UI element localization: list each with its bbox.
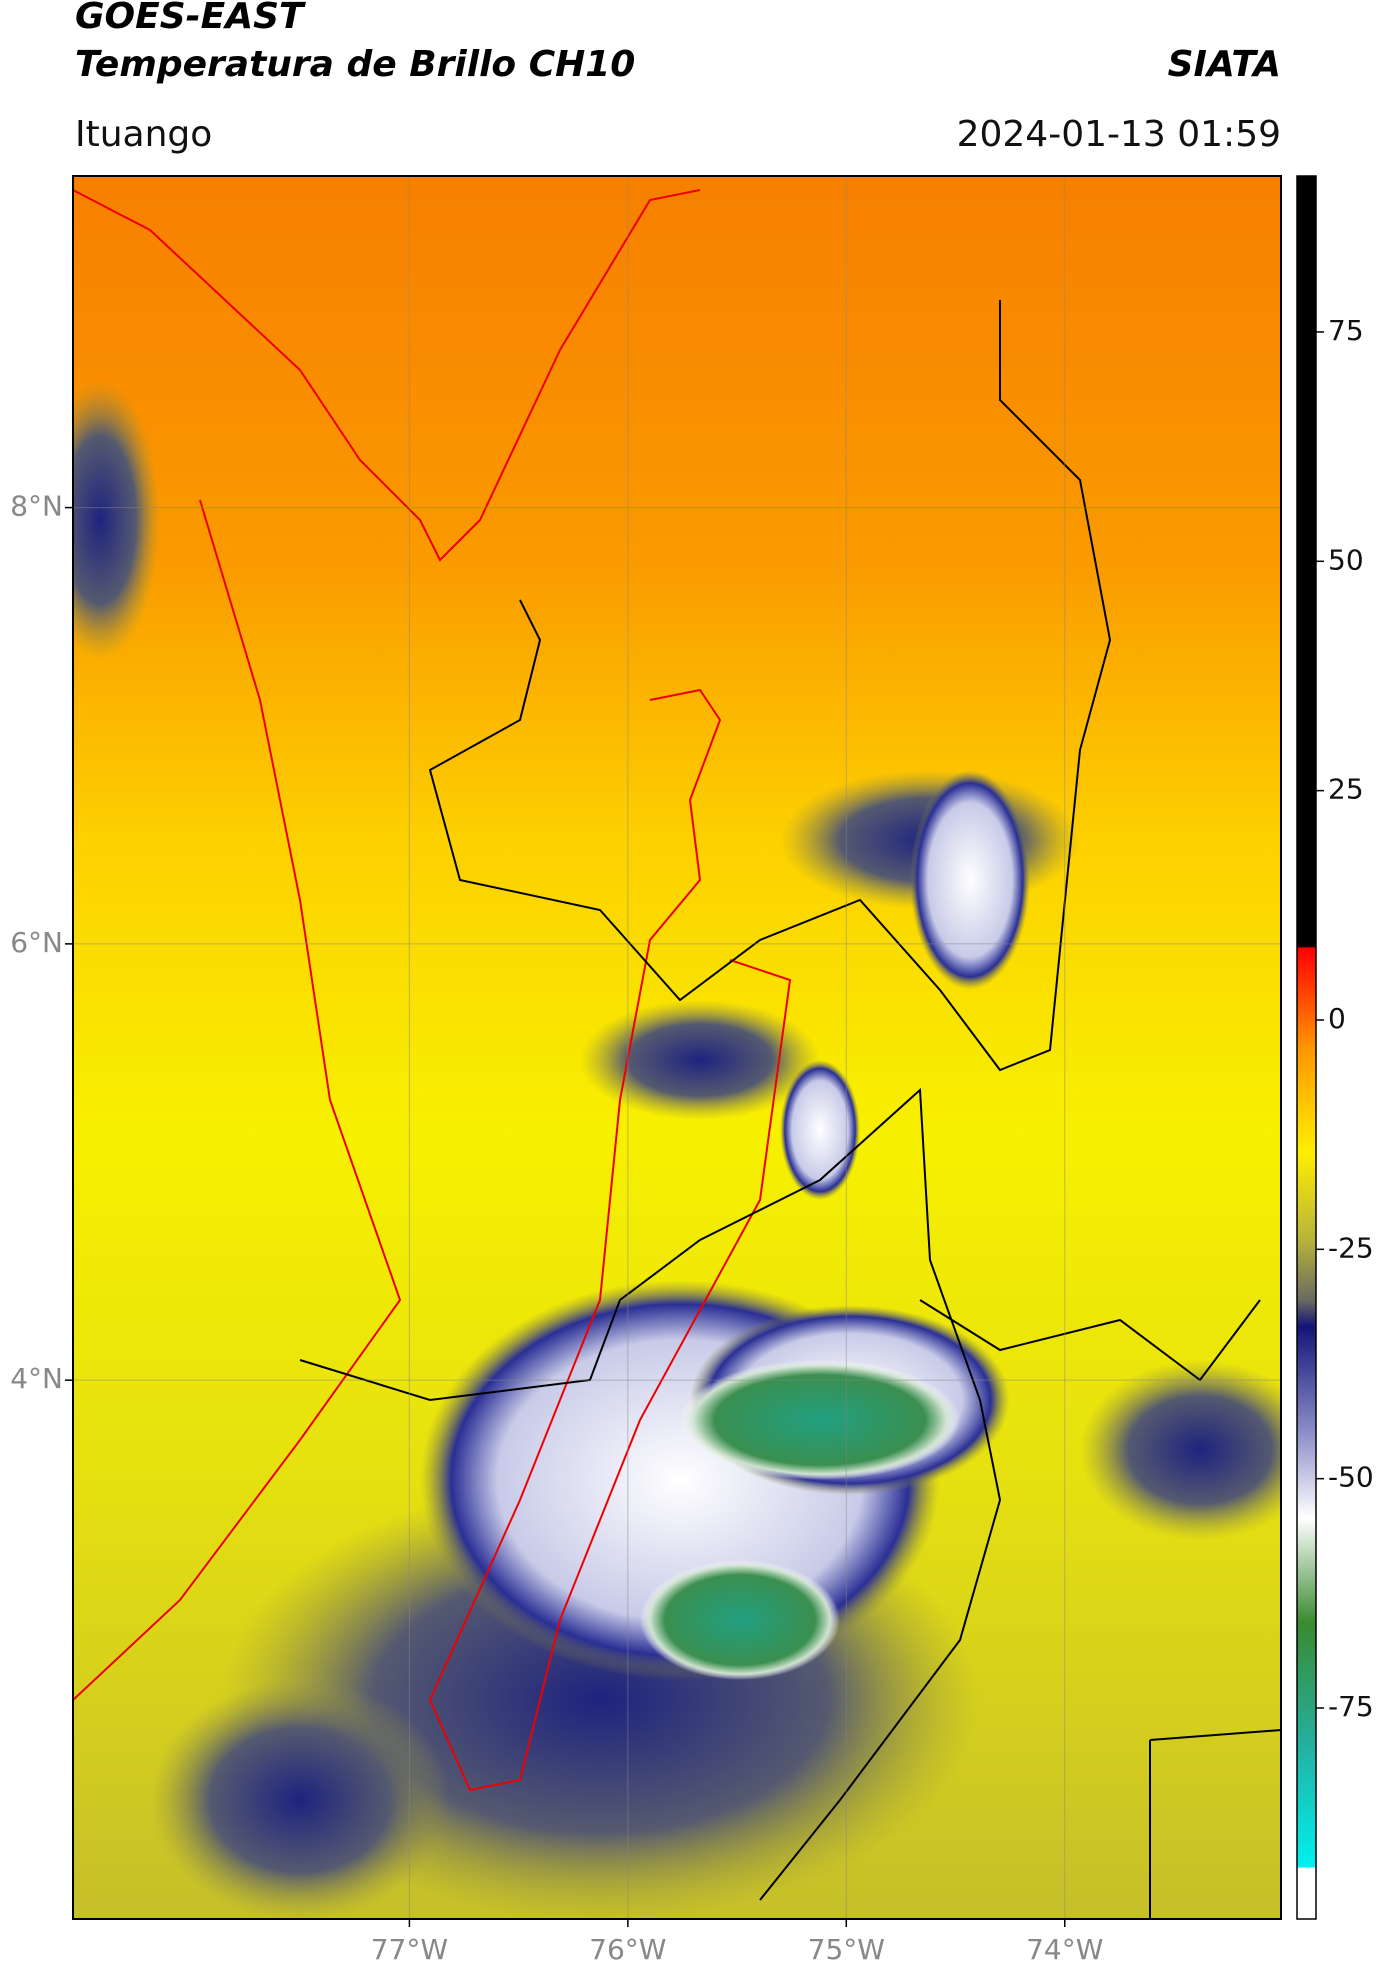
location: Ituango: [75, 114, 212, 155]
y-tick-label: 8°N: [10, 490, 63, 523]
x-tick-label: 76°W: [589, 1933, 666, 1966]
colorbar-tick-label: 0: [1328, 1002, 1346, 1035]
x-tick-label: 75°W: [808, 1933, 885, 1966]
graticule: [73, 176, 1281, 1919]
timestamp: 2024-01-13 01:59: [957, 114, 1281, 155]
satellite-image: [73, 176, 1281, 1919]
colorbar-tick-label: -25: [1328, 1231, 1374, 1264]
colorbar-tick-label: -75: [1328, 1690, 1374, 1723]
colorbar-tick-label: -50: [1328, 1461, 1374, 1494]
title-line: Temperatura de Brillo CH10: [75, 44, 635, 85]
y-tick-label: 6°N: [10, 926, 63, 959]
x-tick-label: 77°W: [371, 1933, 448, 1966]
y-tick-label: 4°N: [10, 1362, 63, 1395]
colorbar-tick-label: 25: [1328, 773, 1364, 806]
colorbar-tick-label: 75: [1328, 314, 1364, 347]
title-line: GOES-EAST: [75, 0, 306, 37]
map-frame: [72, 175, 1282, 1920]
brand: SIATA: [1168, 44, 1281, 85]
x-tick-label: 74°W: [1026, 1933, 1103, 1966]
colorbar: [1296, 175, 1317, 1920]
colorbar-tick-label: 50: [1328, 543, 1364, 576]
